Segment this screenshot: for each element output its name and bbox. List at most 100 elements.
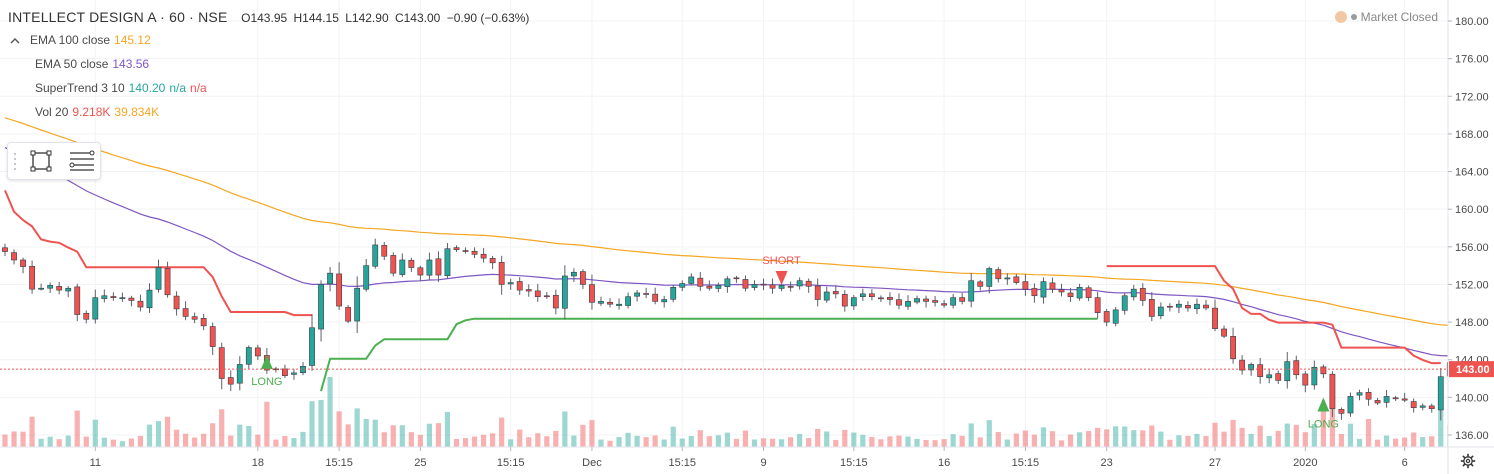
volume-bar	[228, 435, 234, 447]
drag-handle-icon[interactable]	[13, 152, 17, 170]
candle-body	[1401, 398, 1408, 401]
indicator-ema50[interactable]: EMA 50 close 143.56	[35, 57, 149, 71]
long-signal-arrow	[260, 355, 273, 370]
candle-body	[977, 281, 984, 287]
indicator-ema100[interactable]: EMA 100 close 145.12	[8, 33, 151, 48]
candle-body	[878, 297, 884, 300]
candle-body	[652, 293, 659, 302]
gear-icon[interactable]	[1460, 453, 1476, 469]
volume-bar	[173, 429, 180, 447]
supertrend-line	[4, 190, 1494, 423]
candle-body	[164, 267, 171, 296]
candle-body	[986, 268, 993, 287]
volume-bar	[327, 377, 333, 447]
candle-body	[1013, 276, 1020, 283]
lines-tool-icon[interactable]	[68, 150, 96, 172]
candle-body	[1392, 397, 1399, 400]
volume-bar	[1248, 433, 1254, 447]
volume-bar	[1203, 436, 1209, 447]
candle-body	[896, 299, 902, 306]
volume-bar	[815, 428, 821, 447]
volume-bar	[914, 438, 920, 447]
volume-bar	[1194, 433, 1200, 447]
time-tick-label: 15:15	[668, 457, 696, 469]
symbol-title[interactable]: INTELLECT DESIGN A · 60 · NSE	[8, 9, 228, 25]
price-tick-label: 148.00	[1455, 317, 1489, 329]
indicator-volume[interactable]: Vol 20 9.218K 39.834K	[35, 105, 159, 119]
price-tick-label: 180.00	[1455, 16, 1489, 28]
volume-bar	[941, 439, 947, 447]
volume-bar	[38, 438, 44, 447]
volume-bar	[1356, 438, 1363, 447]
candle-body	[1293, 360, 1300, 376]
volume-bar	[408, 432, 414, 447]
candle-body	[1329, 373, 1336, 409]
candle-body	[742, 279, 749, 289]
chevron-up-icon[interactable]	[8, 34, 22, 48]
candle-body	[850, 297, 857, 307]
indicator-supertrend[interactable]: SuperTrend 3 10 140.20 n/a n/a	[35, 81, 207, 95]
candle-body	[291, 372, 297, 375]
candle-body	[706, 285, 713, 289]
volume-bar	[155, 421, 162, 447]
rectangle-tool-icon[interactable]	[30, 150, 52, 172]
volume-bar	[255, 434, 261, 447]
supertrend-segment	[1106, 265, 1441, 365]
volume-bar	[1185, 435, 1191, 447]
volume-bar	[1429, 436, 1435, 447]
volume-bar	[2, 434, 8, 447]
volume-bar	[1149, 425, 1155, 447]
volume-bar	[318, 399, 324, 447]
volume-bar	[65, 435, 71, 447]
time-tick-label: 27	[1209, 457, 1221, 469]
volume-bar	[1311, 424, 1317, 447]
indicator-label: SuperTrend 3 10	[35, 81, 125, 95]
volume-bar	[760, 438, 767, 447]
signal-markers: LONG SHORT LONG	[251, 255, 1339, 430]
volume-bar	[625, 432, 631, 447]
volume-bar	[598, 439, 604, 447]
volume-bar	[246, 425, 252, 447]
volume-bar	[1393, 438, 1399, 447]
candle-body	[616, 303, 622, 306]
candle-body	[932, 300, 938, 303]
time-tick-label: 25	[414, 457, 426, 469]
time-axis: 11 18 15:15 25 15:15 Dec 15:15 9 15:15 16 15:15 23 2…	[0, 446, 1494, 469]
price-axis-bg	[1448, 0, 1494, 474]
volume-bar	[1284, 423, 1290, 447]
price-tick-label: 172.00	[1455, 91, 1489, 103]
time-tick-label: 11	[90, 457, 101, 469]
volume-bars	[2, 377, 1494, 447]
volume-bar	[1104, 429, 1110, 447]
time-tick-label: 6	[1402, 457, 1408, 469]
candle-body	[688, 276, 695, 284]
candle-body	[1437, 376, 1444, 411]
candle-body	[1004, 277, 1011, 280]
volume-bar	[535, 433, 541, 447]
short-signal-arrow	[775, 271, 788, 286]
volume-bar	[878, 439, 884, 447]
volume-bar	[1131, 430, 1137, 447]
candle-body	[227, 377, 234, 385]
volume-bar	[1420, 437, 1426, 447]
candle-body	[309, 327, 315, 366]
candle-body	[137, 300, 144, 308]
candle-body	[1058, 289, 1065, 293]
volume-bar	[490, 433, 496, 447]
change-value: −0.90 (−0.63%)	[446, 11, 530, 25]
volume-bar	[435, 423, 442, 447]
candle-body	[282, 368, 288, 377]
volume-bar	[869, 436, 875, 447]
ema-50-line	[4, 147, 1494, 359]
candle-body	[56, 286, 63, 291]
candle-body	[1347, 396, 1354, 414]
price-tick-label: 168.00	[1455, 129, 1489, 141]
candle-body	[923, 298, 929, 302]
volume-bar	[1411, 432, 1417, 447]
volume-bar	[562, 411, 568, 447]
candle-body	[697, 277, 704, 287]
time-tick-label: 15:15	[1012, 457, 1040, 469]
volume-bar	[499, 417, 505, 447]
volume-bar	[183, 433, 189, 447]
